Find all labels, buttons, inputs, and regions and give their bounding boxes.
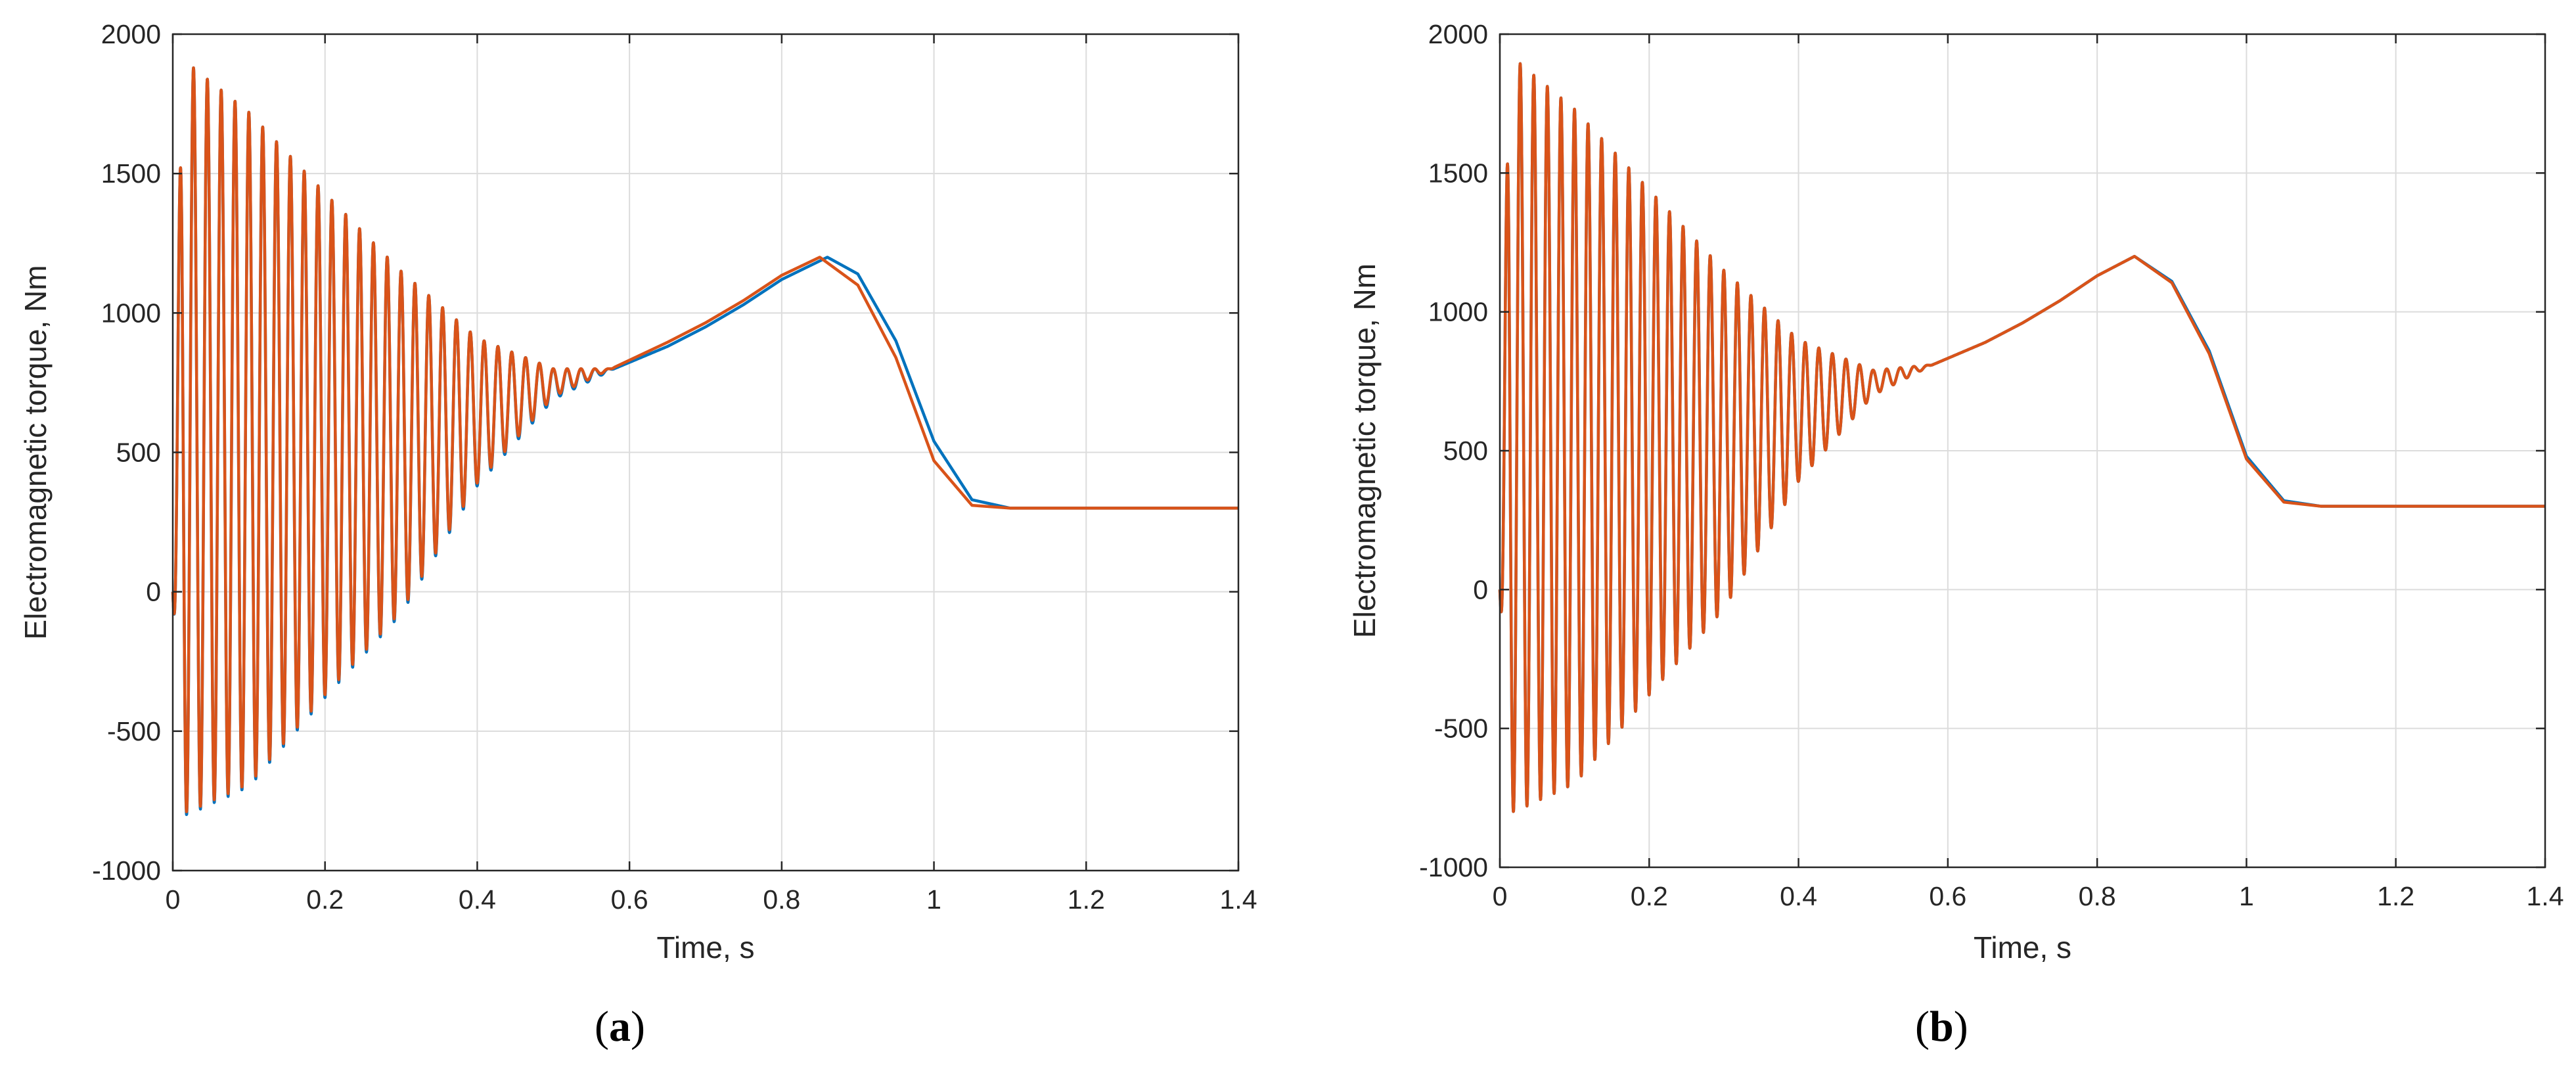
- caption-b-open: (: [1915, 1003, 1930, 1051]
- x-tick-label: 0.4: [459, 884, 496, 915]
- y-tick-label: -1000: [92, 855, 161, 886]
- x-tick-label: 0.8: [2079, 881, 2116, 911]
- x-tick-label: 0.6: [611, 884, 648, 915]
- x-axis-label: Time, s: [656, 930, 754, 965]
- x-tick-label: 0: [1493, 881, 1508, 911]
- x-tick-label: 0.6: [1929, 881, 1966, 911]
- y-axis-label: Electromagnetic torque, Nm: [1347, 263, 1382, 638]
- y-tick-label: 500: [116, 438, 161, 468]
- y-tick-label: 1500: [1428, 158, 1488, 188]
- y-axis-label: Electromagnetic torque, Nm: [18, 265, 53, 639]
- y-tick-label: -500: [1434, 714, 1488, 744]
- series-line-1: [171, 66, 1240, 817]
- x-tick-label: 1.2: [1068, 884, 1105, 915]
- x-tick-label: 0.8: [763, 884, 800, 915]
- y-tick-label: -500: [107, 716, 161, 746]
- y-tick-label: 500: [1443, 436, 1488, 466]
- caption-b: (b): [1915, 1002, 1968, 1052]
- y-tick-label: 1500: [101, 158, 161, 189]
- series-line-2: [171, 66, 1240, 813]
- series-line-1: [1498, 62, 2546, 813]
- x-tick-label: 1: [926, 884, 941, 915]
- caption-a-letter: a: [608, 1003, 631, 1051]
- x-tick-label: 0: [166, 884, 181, 915]
- y-tick-label: 0: [146, 577, 161, 607]
- y-tick-label: 2000: [1428, 19, 1488, 49]
- x-axis-label: Time, s: [1974, 930, 2071, 965]
- chart-b: 0 0.2 0.4 0.6 0.8 1 1.2 1.4 -1000 -500 0 500 1000 150…: [1347, 19, 2564, 965]
- x-tick-label: 0.2: [1631, 881, 1668, 911]
- series-line-2: [1498, 62, 2546, 813]
- chart-a: 0 0.2 0.4 0.6 0.8 1 1.2 1.4 -1000 -500 0 500 1000 150…: [18, 19, 1257, 965]
- x-tick-label: 0.2: [306, 884, 344, 915]
- x-tick-label: 1.4: [2527, 881, 2564, 911]
- caption-b-close: ): [1953, 1003, 1968, 1051]
- y-tick-label: 0: [1473, 574, 1488, 604]
- caption-a-open: (: [595, 1003, 609, 1051]
- x-tick-label: 1.4: [1220, 884, 1257, 915]
- y-tick-label: 2000: [101, 19, 161, 49]
- y-tick-label: -1000: [1419, 852, 1488, 882]
- caption-a-close: ): [630, 1003, 645, 1051]
- y-tick-label: 1000: [101, 298, 161, 328]
- x-tick-label: 0.4: [1780, 881, 1817, 911]
- caption-b-letter: b: [1929, 1003, 1954, 1051]
- y-tick-label: 1000: [1428, 297, 1488, 327]
- caption-a: (a): [595, 1002, 645, 1052]
- x-tick-label: 1: [2239, 881, 2254, 911]
- x-tick-label: 1.2: [2377, 881, 2414, 911]
